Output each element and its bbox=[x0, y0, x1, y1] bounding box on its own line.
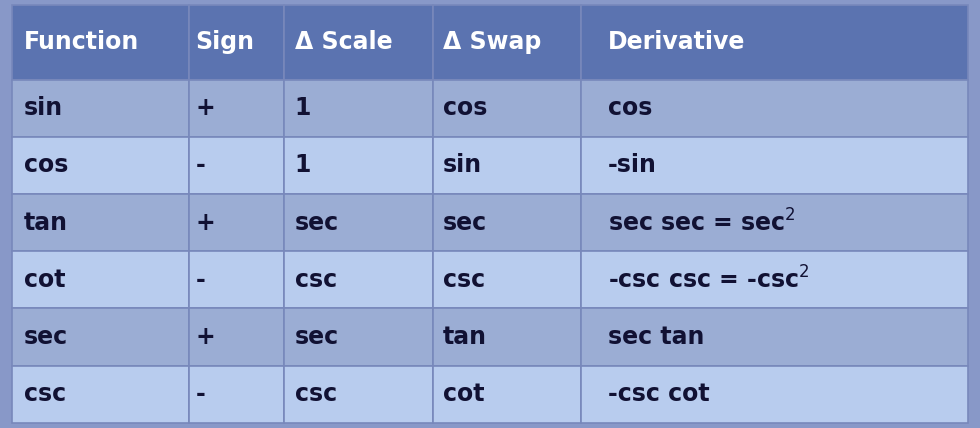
Bar bbox=[189, 137, 284, 194]
Text: -: - bbox=[195, 153, 205, 177]
Bar bbox=[581, 251, 968, 309]
Text: tan: tan bbox=[443, 325, 487, 349]
Text: 1: 1 bbox=[295, 96, 311, 120]
Text: sin: sin bbox=[443, 153, 482, 177]
Bar bbox=[581, 194, 968, 251]
Text: +: + bbox=[195, 325, 216, 349]
Bar bbox=[432, 5, 581, 80]
Bar bbox=[432, 80, 581, 137]
Bar bbox=[12, 5, 189, 80]
Bar bbox=[432, 194, 581, 251]
Text: -csc csc = -csc$^2$: -csc csc = -csc$^2$ bbox=[608, 266, 809, 294]
Bar bbox=[189, 80, 284, 137]
Text: -: - bbox=[195, 382, 205, 406]
Text: Sign: Sign bbox=[195, 30, 255, 54]
Text: tan: tan bbox=[24, 211, 69, 235]
Bar bbox=[12, 366, 189, 423]
Bar bbox=[284, 137, 432, 194]
Text: +: + bbox=[195, 211, 216, 235]
Text: csc: csc bbox=[295, 268, 337, 292]
Bar bbox=[189, 5, 284, 80]
Text: cos: cos bbox=[24, 153, 69, 177]
Bar bbox=[284, 251, 432, 309]
Bar bbox=[432, 137, 581, 194]
Text: cos: cos bbox=[608, 96, 653, 120]
Text: Derivative: Derivative bbox=[608, 30, 746, 54]
Text: sec: sec bbox=[295, 325, 339, 349]
Bar bbox=[581, 309, 968, 366]
Bar bbox=[581, 5, 968, 80]
Bar bbox=[12, 80, 189, 137]
Bar bbox=[284, 194, 432, 251]
Bar bbox=[432, 251, 581, 309]
Bar bbox=[284, 80, 432, 137]
Text: cot: cot bbox=[24, 268, 66, 292]
Bar bbox=[189, 194, 284, 251]
Bar bbox=[189, 251, 284, 309]
Bar bbox=[284, 366, 432, 423]
Text: csc: csc bbox=[24, 382, 67, 406]
Text: csc: csc bbox=[295, 382, 337, 406]
Bar bbox=[581, 137, 968, 194]
Bar bbox=[581, 80, 968, 137]
Text: csc: csc bbox=[443, 268, 485, 292]
Bar bbox=[12, 137, 189, 194]
Text: +: + bbox=[195, 96, 216, 120]
Bar bbox=[581, 366, 968, 423]
Text: sec sec = sec$^2$: sec sec = sec$^2$ bbox=[608, 209, 796, 236]
Bar bbox=[284, 309, 432, 366]
Text: Δ Swap: Δ Swap bbox=[443, 30, 541, 54]
Text: Function: Function bbox=[24, 30, 139, 54]
Bar bbox=[432, 366, 581, 423]
Bar bbox=[12, 194, 189, 251]
Text: sec tan: sec tan bbox=[608, 325, 705, 349]
Bar bbox=[12, 309, 189, 366]
Text: -sin: -sin bbox=[608, 153, 657, 177]
Bar bbox=[284, 5, 432, 80]
Text: cot: cot bbox=[443, 382, 484, 406]
Text: -: - bbox=[195, 268, 205, 292]
Text: sec: sec bbox=[24, 325, 69, 349]
Text: sec: sec bbox=[295, 211, 339, 235]
Text: sec: sec bbox=[443, 211, 487, 235]
Text: Δ Scale: Δ Scale bbox=[295, 30, 392, 54]
Text: cos: cos bbox=[443, 96, 487, 120]
Bar bbox=[189, 309, 284, 366]
Bar bbox=[12, 251, 189, 309]
Bar bbox=[432, 309, 581, 366]
Text: -csc cot: -csc cot bbox=[608, 382, 710, 406]
Text: 1: 1 bbox=[295, 153, 311, 177]
Bar bbox=[189, 366, 284, 423]
Text: sin: sin bbox=[24, 96, 64, 120]
